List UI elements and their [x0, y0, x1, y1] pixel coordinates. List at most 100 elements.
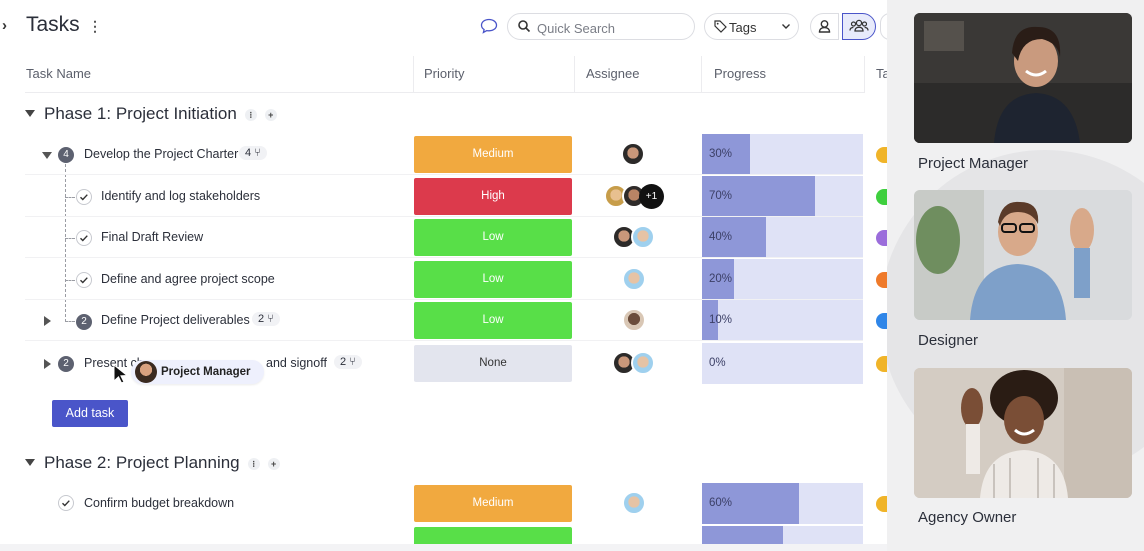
table-row[interactable]: 4 Develop the Project Charter 4 ⑂ Medium…: [0, 134, 887, 175]
collapse-phase-icon[interactable]: [25, 110, 35, 118]
column-assignee[interactable]: Assignee: [586, 66, 640, 81]
priority-cell[interactable]: Medium: [414, 136, 572, 173]
expand-row-icon[interactable]: [44, 359, 51, 369]
column-divider: [864, 56, 865, 93]
progress-text: 30%: [709, 148, 733, 160]
tag-chip[interactable]: [876, 496, 887, 512]
progress-bar[interactable]: 30%: [702, 134, 863, 175]
progress-bar[interactable]: 0%: [702, 343, 863, 384]
complete-checkbox[interactable]: [76, 230, 92, 246]
collapse-phase-icon[interactable]: [25, 459, 35, 467]
tag-chip[interactable]: [876, 189, 887, 205]
avatar[interactable]: [604, 184, 628, 208]
table-row[interactable]: Identify and log stakeholders High +1 70…: [0, 176, 887, 217]
table-row[interactable]: Confirm budget breakdown Medium 60%: [0, 483, 887, 524]
progress-bar[interactable]: 20%: [702, 259, 863, 300]
subtask-count-badge: 4: [58, 147, 74, 163]
more-options-icon[interactable]: ⁝: [244, 108, 257, 121]
complete-checkbox[interactable]: [58, 495, 74, 511]
task-name[interactable]: Develop the Project Charter: [84, 147, 239, 161]
video-tile-agency-owner[interactable]: [914, 368, 1132, 498]
subtask-count: 2: [340, 356, 347, 368]
search-icon: [518, 20, 531, 33]
progress-bar[interactable]: 70%: [702, 176, 863, 217]
tag-chip[interactable]: [876, 356, 887, 372]
column-priority[interactable]: Priority: [424, 66, 465, 81]
subtasks-badge[interactable]: 2 ⑂: [334, 355, 362, 369]
table-row[interactable]: 2 Define Project deliverables 2 ⑂ Low 10…: [0, 300, 887, 341]
more-assignees-badge[interactable]: +1: [639, 184, 664, 209]
phase-title: Phase 2: Project Planning: [44, 453, 240, 472]
task-name-end[interactable]: and signoff: [266, 356, 327, 370]
progress-bar[interactable]: 60%: [702, 483, 863, 524]
quick-search[interactable]: [507, 13, 695, 40]
column-task-name[interactable]: Task Name: [26, 66, 92, 81]
subtasks-badge[interactable]: 2 ⑂: [252, 312, 280, 326]
table-row[interactable]: Define and agree project scope Low 20%: [0, 259, 887, 300]
priority-cell[interactable]: None: [414, 345, 572, 382]
column-progress[interactable]: Progress: [714, 66, 767, 81]
cursor-user-tag: Project Manager: [131, 360, 265, 384]
progress-bar[interactable]: 40%: [702, 217, 863, 258]
subtask-count: 2: [258, 313, 265, 325]
avatar[interactable]: [631, 225, 655, 249]
priority-cell[interactable]: High: [414, 178, 572, 215]
avatar[interactable]: [622, 491, 646, 515]
progress-bar[interactable]: [702, 526, 863, 544]
column-divider: [701, 56, 702, 93]
priority-cell[interactable]: Low: [414, 302, 572, 339]
collapse-row-icon[interactable]: [42, 152, 52, 159]
participant-video-image: [914, 13, 1132, 143]
table-row[interactable]: 2 Present ch and signoff 2 ⑂ None 0%: [0, 343, 887, 384]
tag-chip[interactable]: [876, 147, 887, 163]
single-user-view-button[interactable]: [810, 13, 839, 40]
task-name[interactable]: Define and agree project scope: [101, 272, 275, 286]
avatar[interactable]: [622, 308, 646, 332]
avatar[interactable]: [631, 351, 655, 375]
search-input[interactable]: [535, 17, 689, 39]
tag-chip[interactable]: [876, 230, 887, 246]
avatar[interactable]: [621, 142, 645, 166]
page-title: Tasks: [26, 13, 80, 36]
subtasks-badge[interactable]: 4 ⑂: [239, 146, 267, 160]
video-tile-project-manager[interactable]: [914, 13, 1132, 143]
avatar[interactable]: [622, 267, 646, 291]
task-name[interactable]: Define Project deliverables: [101, 313, 250, 327]
expand-row-icon[interactable]: [44, 316, 51, 326]
comment-icon[interactable]: [480, 18, 498, 34]
task-name[interactable]: Confirm budget breakdown: [84, 496, 235, 510]
check-icon: [80, 277, 88, 284]
subtask-icon: ⑂: [349, 356, 356, 368]
priority-cell[interactable]: Low: [414, 219, 572, 256]
task-name[interactable]: Identify and log stakeholders: [101, 189, 261, 203]
phase-1-heading[interactable]: Phase 1: Project Initiation ⁝ +: [25, 104, 277, 124]
complete-checkbox[interactable]: [76, 272, 92, 288]
expand-sidebar-icon[interactable]: ›: [2, 17, 7, 34]
tags-dropdown[interactable]: Tags: [704, 13, 799, 40]
task-name[interactable]: Final Draft Review: [101, 230, 204, 244]
row-divider: [25, 299, 863, 300]
add-icon[interactable]: +: [267, 457, 280, 470]
more-options-icon[interactable]: ⋮: [88, 18, 102, 34]
tag-chip[interactable]: [876, 313, 887, 329]
video-tile-designer[interactable]: [914, 190, 1132, 320]
table-row[interactable]: [0, 526, 887, 544]
progress-bar[interactable]: 10%: [702, 300, 863, 341]
add-icon[interactable]: +: [264, 108, 277, 121]
tag-chip[interactable]: [876, 272, 887, 288]
column-tags[interactable]: Ta: [876, 66, 887, 81]
complete-checkbox[interactable]: [76, 189, 92, 205]
team-view-button[interactable]: [842, 13, 876, 40]
table-row[interactable]: Final Draft Review Low 40%: [0, 217, 887, 258]
priority-cell[interactable]: Medium: [414, 485, 572, 522]
phase-2-heading[interactable]: Phase 2: Project Planning ⁝ +: [25, 453, 280, 473]
subtask-count-badge: 2: [76, 314, 92, 330]
check-icon: [62, 500, 70, 507]
horizontal-scrollbar[interactable]: [0, 544, 887, 551]
more-options-icon[interactable]: ⁝: [247, 457, 260, 470]
add-task-button[interactable]: Add task: [52, 400, 128, 427]
priority-cell[interactable]: [414, 527, 572, 544]
extra-toolbar-button[interactable]: [880, 13, 887, 40]
task-name-start[interactable]: Present ch: [84, 356, 144, 370]
priority-cell[interactable]: Low: [414, 261, 572, 298]
